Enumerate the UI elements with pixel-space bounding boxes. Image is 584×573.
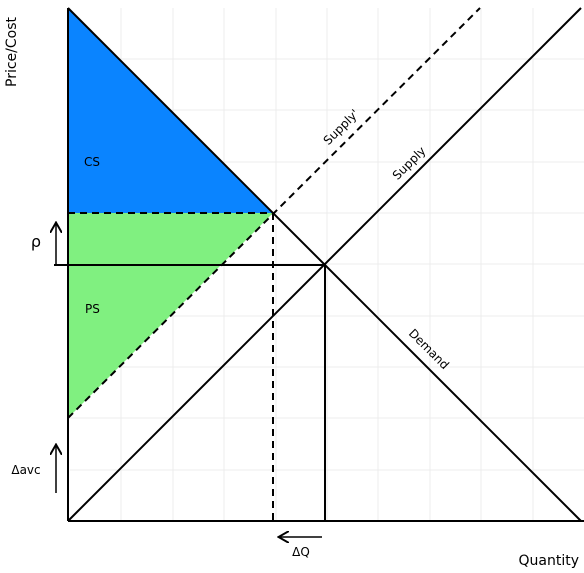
price-change-label: ρ xyxy=(31,232,41,251)
producer-surplus-label: PS xyxy=(85,302,100,316)
quantity-change-label: ΔQ xyxy=(292,545,310,559)
supply-label: Supply xyxy=(390,144,429,183)
x-axis-label: Quantity xyxy=(519,553,580,569)
avc-change-label: Δavc xyxy=(11,463,40,477)
consumer-surplus-label: CS xyxy=(84,155,100,169)
demand-label: Demand xyxy=(406,326,452,372)
y-axis-label: Price/Cost xyxy=(4,16,20,87)
